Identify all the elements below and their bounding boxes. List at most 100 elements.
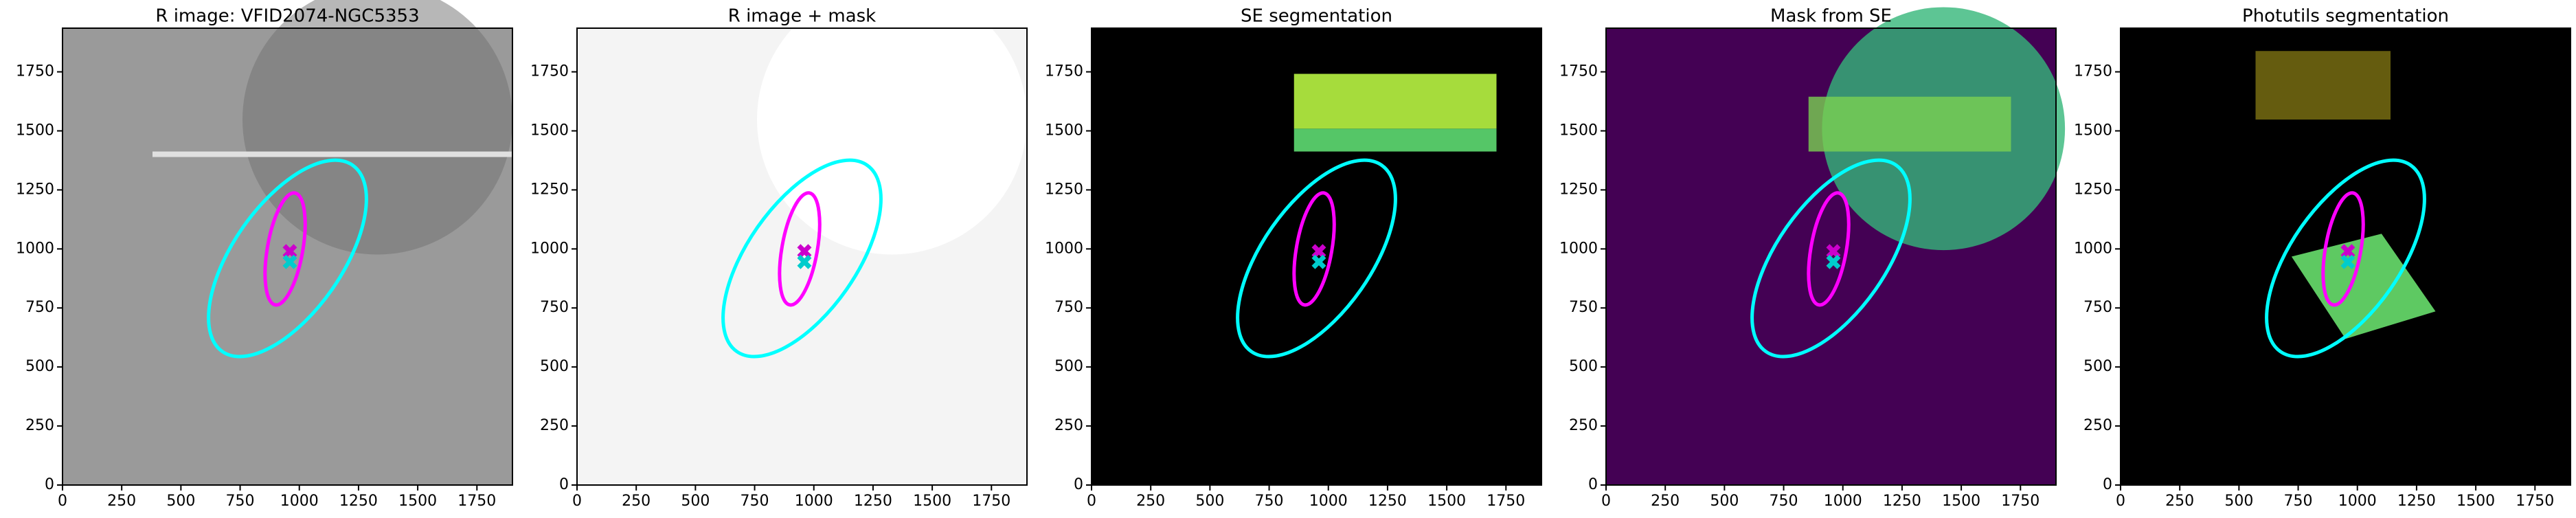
- y-tick-label: 0: [2103, 476, 2112, 493]
- x-tick-label: 250: [1136, 493, 1165, 510]
- aperture-ellipse: [1236, 158, 1397, 359]
- panel-title: R image + mask: [728, 6, 877, 27]
- image-decoration: [1808, 7, 2066, 251]
- x-tick-label: 1500: [2456, 493, 2495, 510]
- image-texture: [2255, 51, 2391, 120]
- x-tick-label: 750: [741, 493, 769, 510]
- x-tick-label: 1500: [1427, 493, 1466, 510]
- aperture-ellipse: [1750, 158, 1912, 359]
- y-tick-label: 1750: [530, 63, 569, 80]
- panel-title: Photutils segmentation: [2242, 6, 2449, 27]
- axes-frame: [2120, 27, 2571, 486]
- y-tick-label: 1500: [530, 122, 569, 139]
- x-tick-label: 500: [681, 493, 710, 510]
- x-tick-label: 250: [2165, 493, 2194, 510]
- x-tick-label: 0: [58, 493, 67, 510]
- center-marker: [797, 254, 812, 269]
- panel: R image: VFID2074-NGC5353 0 250 500 750 1000 1…: [16, 0, 513, 510]
- panel-title: Mask from SE: [1770, 6, 1892, 27]
- aperture-ellipse: [263, 191, 307, 307]
- y-tick-label: 500: [25, 358, 54, 375]
- panel-title: SE segmentation: [1241, 6, 1392, 27]
- x-tick-label: 1250: [1368, 493, 1407, 510]
- center-marker: [282, 254, 297, 269]
- y-tick-label: 750: [25, 299, 54, 316]
- axes-frame: [1091, 27, 1542, 486]
- x-tick-label: 1750: [457, 493, 496, 510]
- image-texture: [242, 0, 512, 255]
- x-tick-label: 500: [2224, 493, 2253, 510]
- y-tick-label: 1750: [16, 63, 54, 80]
- x-tick-label: 0: [1601, 493, 1611, 510]
- x-tick-label: 1250: [339, 493, 378, 510]
- x-tick-label: 750: [1255, 493, 1284, 510]
- x-tick-label: 750: [2284, 493, 2313, 510]
- y-tick-label: 750: [540, 299, 569, 316]
- x-tick-label: 1750: [2001, 493, 2040, 510]
- axes-frame: [576, 27, 1028, 486]
- image-texture: [757, 0, 1027, 255]
- y-tick-label: 1000: [1559, 240, 1598, 257]
- image-decoration: [152, 0, 512, 255]
- center-marker: [2340, 254, 2355, 269]
- image-texture: [1293, 128, 1497, 152]
- y-tick-label: 1500: [2074, 122, 2112, 139]
- x-tick-label: 1750: [1487, 493, 1525, 510]
- x-tick-label: 500: [1710, 493, 1739, 510]
- aperture-ellipse: [721, 158, 883, 359]
- y-tick-label: 750: [1569, 299, 1598, 316]
- aperture-ellipse: [2321, 191, 2365, 307]
- x-tick-label: 250: [107, 493, 136, 510]
- y-tick-label: 1250: [16, 181, 54, 198]
- center-marker: [1826, 254, 1841, 269]
- aperture-ellipse: [1292, 191, 1336, 307]
- y-tick-label: 250: [1569, 417, 1598, 434]
- y-tick-label: 500: [540, 358, 569, 375]
- image-texture: [1808, 96, 2011, 152]
- aperture-ellipse: [207, 158, 368, 359]
- x-tick-label: 1000: [1824, 493, 1862, 510]
- y-tick-label: 750: [1054, 299, 1083, 316]
- y-tick-label: 0: [1074, 476, 1083, 493]
- x-tick-label: 1000: [2338, 493, 2377, 510]
- x-tick-label: 1500: [1942, 493, 1980, 510]
- x-tick-label: 500: [1195, 493, 1224, 510]
- x-tick-label: 250: [1651, 493, 1680, 510]
- y-tick-label: 1000: [1045, 240, 1083, 257]
- y-tick-label: 1750: [2074, 63, 2112, 80]
- image-decoration: [2255, 51, 2436, 339]
- axes-frame: [62, 27, 513, 486]
- y-tick-label: 500: [1569, 358, 1598, 375]
- x-tick-label: 0: [2116, 493, 2125, 510]
- y-tick-label: 250: [1054, 417, 1083, 434]
- panel: SE segmentation 0 250 500 750 1000 1250 1500 175…: [1045, 6, 1542, 510]
- x-tick-label: 1000: [1309, 493, 1348, 510]
- y-tick-label: 1000: [16, 240, 54, 257]
- x-tick-label: 250: [622, 493, 651, 510]
- y-tick-label: 1500: [1045, 122, 1083, 139]
- y-tick-label: 1250: [530, 181, 569, 198]
- image-texture: [152, 151, 512, 157]
- image-texture: [1293, 74, 1497, 129]
- y-tick-label: 1250: [1045, 181, 1083, 198]
- y-tick-label: 1250: [2074, 181, 2112, 198]
- y-tick-label: 250: [25, 417, 54, 434]
- x-tick-label: 1500: [398, 493, 437, 510]
- y-tick-label: 0: [45, 476, 54, 493]
- aperture-ellipse: [778, 191, 822, 307]
- y-tick-label: 1250: [1559, 181, 1598, 198]
- panel-title: R image: VFID2074-NGC5353: [155, 6, 419, 27]
- image-texture: [2291, 234, 2436, 339]
- image-decoration: [1293, 74, 1497, 152]
- x-tick-label: 750: [1770, 493, 1798, 510]
- y-tick-label: 0: [559, 476, 569, 493]
- y-tick-label: 1500: [16, 122, 54, 139]
- x-tick-label: 1750: [972, 493, 1010, 510]
- x-tick-label: 1750: [2516, 493, 2554, 510]
- x-tick-label: 500: [166, 493, 195, 510]
- y-tick-label: 500: [1054, 358, 1083, 375]
- x-tick-label: 1000: [280, 493, 319, 510]
- y-tick-label: 750: [2083, 299, 2112, 316]
- x-tick-label: 1250: [2397, 493, 2436, 510]
